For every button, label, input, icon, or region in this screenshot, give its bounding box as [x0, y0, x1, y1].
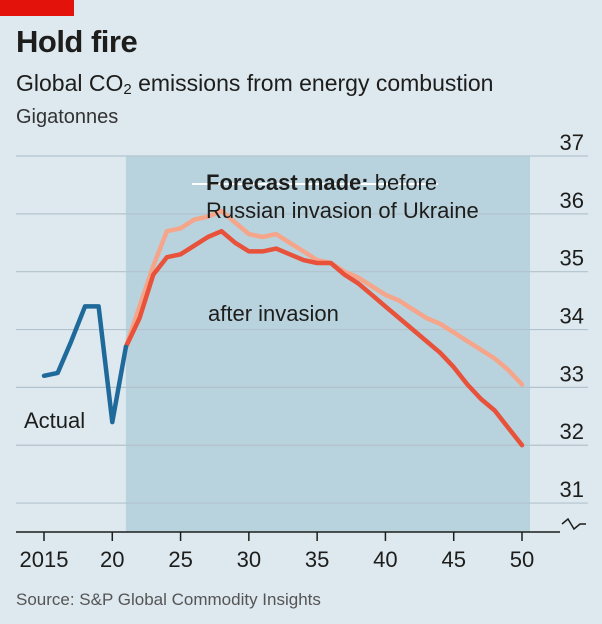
after-invasion-label: after invasion	[208, 301, 339, 326]
chart-title: Hold fire	[16, 24, 138, 59]
subtitle-main: Global CO	[16, 70, 124, 96]
subtitle-rest: emissions from energy combustion	[131, 70, 494, 96]
actual-label: Actual	[24, 408, 85, 433]
source-note: Source: S&P Global Commodity Insights	[16, 590, 321, 609]
before-invasion-label: Russian invasion of Ukraine	[206, 198, 479, 223]
x-tick-label: 40	[373, 547, 397, 572]
y-tick-label: 34	[560, 304, 584, 329]
y-tick-label: 36	[560, 188, 584, 213]
x-tick-label: 2015	[20, 547, 69, 572]
forecast-label: Forecast made: before	[206, 170, 437, 195]
series-lines	[41, 208, 525, 448]
y-tick-label: 37	[560, 130, 584, 155]
gridlines: 31 32 33 34 35 36 37	[16, 130, 588, 504]
axis-break-icon	[561, 517, 586, 531]
y-tick-label: 31	[560, 477, 584, 502]
forecast-label-bold: Forecast made:	[206, 170, 369, 195]
series-line-after-invasion	[123, 228, 525, 448]
x-tick-label: 35	[305, 547, 329, 572]
y-tick-label: 33	[560, 361, 584, 386]
x-tick-label: 20	[100, 547, 124, 572]
brand-tag	[0, 0, 74, 16]
x-tick-label: 50	[510, 547, 534, 572]
annotations: Forecast made: before Russian invasion o…	[24, 170, 479, 433]
x-tick-label: 30	[237, 547, 261, 572]
y-tick-label: 32	[560, 419, 584, 444]
subtitle-subscript: 2	[123, 81, 132, 98]
x-tick-label: 45	[441, 547, 465, 572]
chart-subtitle: Global CO2 emissions from energy combust…	[16, 70, 493, 98]
units-label: Gigatonnes	[16, 106, 119, 128]
x-tick-label: 25	[168, 547, 192, 572]
series-line-actual	[41, 304, 129, 425]
axes: 2015 20 25 30 35 40 45 50	[16, 517, 586, 572]
forecast-label-rest: before	[369, 170, 438, 195]
y-tick-label: 35	[560, 246, 584, 271]
